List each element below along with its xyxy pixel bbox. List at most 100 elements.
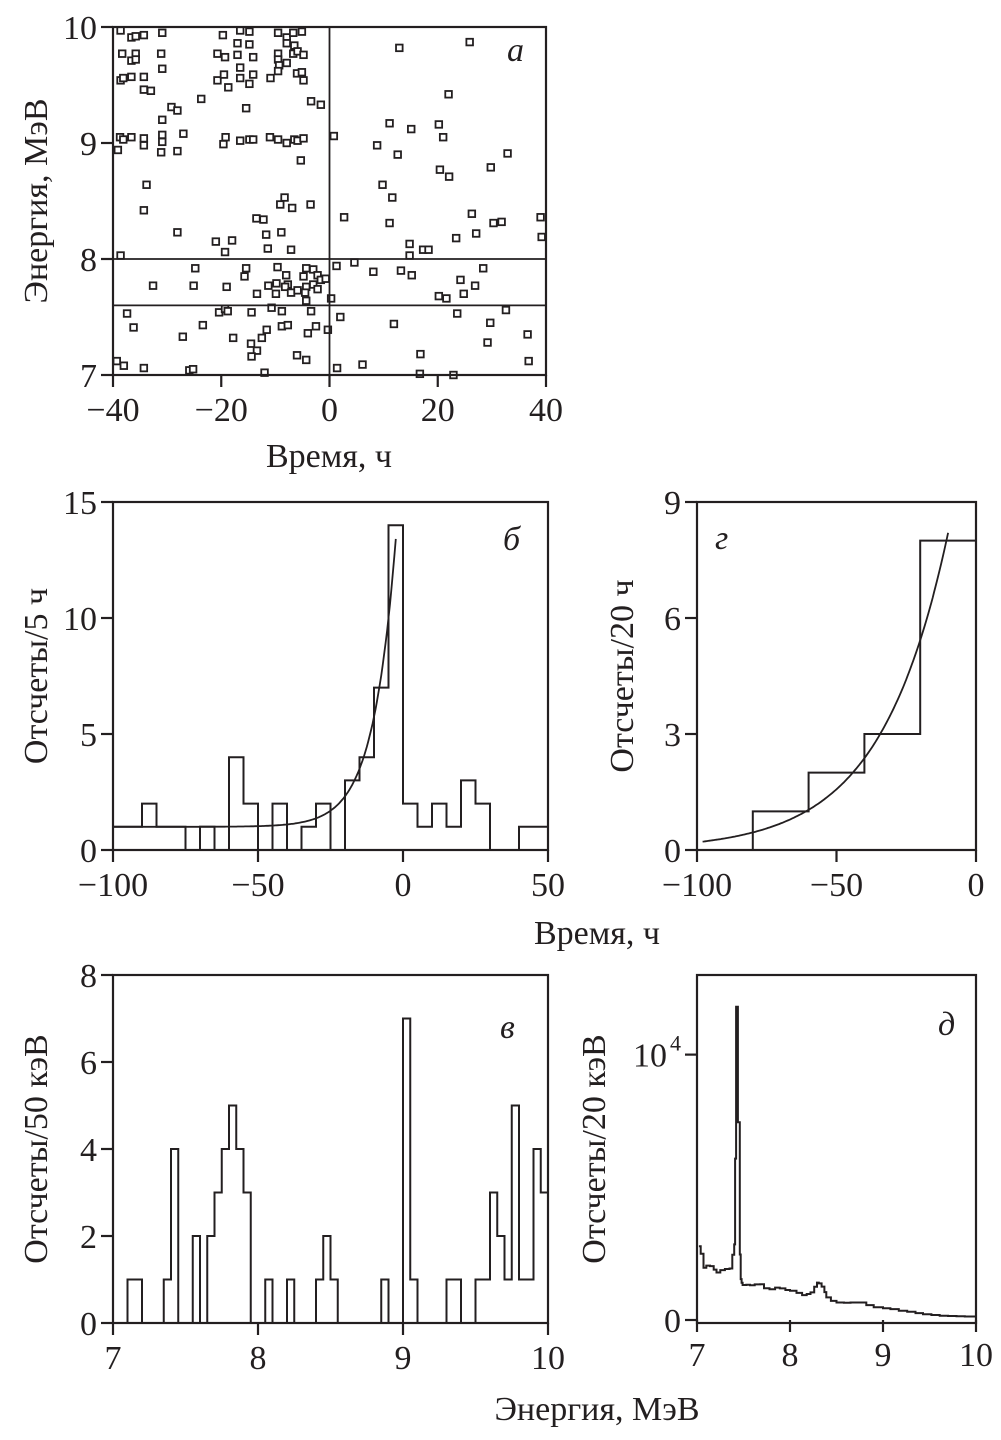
- plot-frame: [695, 973, 978, 1325]
- scatter-point: [245, 40, 254, 49]
- scatter-point: [131, 55, 140, 64]
- scatter-point: [248, 70, 258, 79]
- y-tick-label: 8: [80, 958, 97, 995]
- scatter-point: [262, 325, 271, 334]
- y-tick-label: 7: [80, 358, 97, 395]
- histogram-bin: [447, 827, 462, 850]
- scatter-point: [471, 229, 481, 238]
- scatter-point: [264, 281, 273, 290]
- scatter-point: [302, 355, 311, 365]
- y-tick-label: 9: [664, 485, 681, 522]
- scatter-point: [287, 203, 297, 213]
- scatter-point: [235, 26, 245, 35]
- scatter-point: [444, 172, 454, 181]
- reference-lines: [113, 27, 546, 375]
- y-axis-title: Отсчеты/20 ч: [604, 579, 641, 772]
- scatter-point: [372, 141, 382, 150]
- scatter-point: [286, 245, 296, 254]
- scatter-point: [306, 200, 315, 209]
- scatter-point: [267, 303, 276, 312]
- histogram-bin: [864, 734, 920, 850]
- histogram-bin: [229, 1106, 236, 1324]
- histogram-bin: [490, 1193, 497, 1324]
- x-tick-label: 9: [875, 1337, 892, 1374]
- histogram-bin: [505, 1280, 512, 1324]
- scatter-point: [424, 245, 433, 254]
- scatter-point: [139, 30, 149, 40]
- scatter-point: [233, 39, 242, 48]
- scatter-point: [266, 73, 275, 83]
- y-tick-label: 3: [664, 717, 681, 754]
- x-axis-title: Время, ч: [266, 438, 392, 475]
- y-tick-label: 10: [633, 1038, 667, 1075]
- scatter-point: [259, 215, 268, 224]
- scatter-point: [235, 73, 245, 83]
- x-tick-label: 10: [531, 1340, 565, 1377]
- scatter-point: [139, 206, 149, 215]
- histogram-bin: [360, 757, 375, 850]
- scatter-point: [277, 306, 287, 316]
- scatter-point: [316, 100, 326, 109]
- x-tick-label: 7: [689, 1337, 706, 1374]
- scatter-point: [252, 214, 261, 223]
- y-tick-label: 5: [80, 717, 97, 754]
- histogram-bin: [302, 827, 317, 850]
- panel-label: г: [715, 520, 728, 557]
- scatter-point: [188, 364, 198, 374]
- scatter-point: [336, 312, 345, 322]
- scatter-point: [221, 132, 230, 142]
- scatter-point: [299, 50, 308, 60]
- scatter-point: [222, 282, 231, 292]
- histogram-bin: [287, 1280, 294, 1324]
- scatter-point: [235, 63, 245, 72]
- histogram-bin: [418, 827, 433, 850]
- fit-curve: [113, 538, 397, 828]
- y-tick-label: 0: [80, 1306, 97, 1343]
- scatter-point: [415, 369, 425, 379]
- scatter-point: [289, 28, 298, 37]
- scatter-point: [112, 356, 121, 366]
- scatter-point: [198, 320, 208, 330]
- axis-ticks: 7 8 9 10 0 2 4 6 8: [80, 958, 565, 1377]
- scatter-point: [158, 28, 167, 37]
- scatter-point: [241, 264, 251, 273]
- spectrum-line: [698, 1005, 977, 1318]
- histogram-bin: [410, 1280, 417, 1324]
- scatter-point: [158, 130, 167, 140]
- scatter-point: [323, 325, 333, 334]
- scatter-point: [378, 180, 387, 189]
- y-axis-title: Отсчеты/50 кэВ: [18, 1034, 55, 1263]
- scatter-point: [434, 291, 444, 301]
- scatter-point: [416, 349, 425, 359]
- scatter-point: [156, 49, 166, 58]
- scatter-point: [273, 66, 283, 76]
- scatter-point: [282, 58, 291, 68]
- scatter-point: [220, 52, 230, 62]
- scatter-point: [158, 137, 167, 147]
- histogram-bin: [215, 1193, 222, 1324]
- histogram-bin: [403, 1019, 410, 1324]
- y-tick-label: 4: [80, 1132, 97, 1169]
- scatter-point: [139, 134, 149, 143]
- scatter-point: [118, 49, 127, 58]
- scatter-point: [265, 132, 275, 142]
- scatter-point: [127, 132, 136, 142]
- histogram-bin: [345, 780, 360, 850]
- scatter-point: [332, 363, 342, 373]
- panel-label: в: [500, 1009, 515, 1046]
- scatter-point: [224, 83, 233, 92]
- scatter-point: [483, 338, 492, 347]
- scatter-point: [299, 272, 308, 281]
- scatter-point: [396, 266, 406, 275]
- scatter-point: [329, 131, 339, 141]
- x-tick-label: −40: [86, 392, 139, 429]
- histogram-bin: [920, 541, 976, 850]
- scatter-point: [189, 281, 198, 290]
- plot-frame: [111, 500, 550, 852]
- scatter-point: [407, 124, 416, 134]
- x-tick-label: 8: [782, 1337, 799, 1374]
- histogram-bin: [229, 757, 244, 850]
- histogram-bin: [331, 1280, 338, 1324]
- histogram-bin: [265, 1280, 272, 1324]
- scatter-point: [240, 272, 249, 281]
